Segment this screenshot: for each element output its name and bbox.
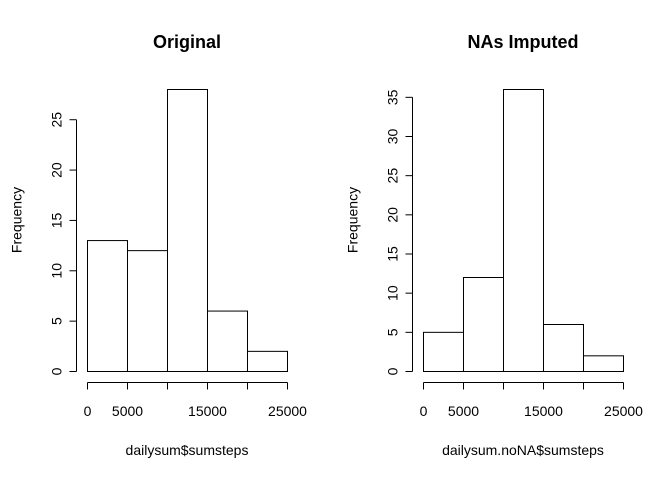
histogram-bar (463, 277, 504, 372)
y-tick-label: 15 (385, 246, 401, 262)
y-tick-label: 15 (49, 212, 65, 228)
panel-original: Original dailysum$sumsteps Frequency 0 50… (9, 32, 307, 458)
y-tick-label: 20 (49, 162, 65, 178)
histogram-bar (583, 355, 624, 373)
y-tick-label: 30 (385, 129, 401, 145)
y-tick-label: 5 (385, 328, 401, 336)
y-tick-label: 35 (385, 89, 401, 105)
histogram-bar (207, 310, 248, 373)
histogram-bar (543, 324, 584, 372)
x-tick-label: 25000 (268, 403, 307, 419)
histogram-bar (87, 240, 128, 372)
histogram-bar (423, 331, 464, 373)
x-tick-label: 0 (420, 403, 428, 419)
y-tick-label: 25 (49, 112, 65, 128)
x-tick-label: 5000 (448, 403, 479, 419)
x-tick-label: 0 (84, 403, 92, 419)
y-tick-label: 20 (385, 207, 401, 223)
x-tick-label: 5000 (112, 403, 143, 419)
panel-nas-imputed: NAs Imputed dailysum.noNA$sumsteps Frequ… (345, 32, 643, 458)
y-axis-label: Frequency (345, 187, 361, 253)
y-tick-label: 5 (49, 317, 65, 325)
chart-title: NAs Imputed (467, 32, 578, 52)
x-tick-label: 15000 (188, 403, 227, 419)
y-tick-label: 0 (385, 367, 401, 375)
y-tick-label: 25 (385, 168, 401, 184)
histogram-bar (167, 89, 208, 372)
x-tick-label: 25000 (604, 403, 643, 419)
chart-title: Original (153, 32, 221, 52)
y-tick-label: 10 (385, 285, 401, 301)
histogram-bar (247, 350, 288, 373)
x-axis-label: dailysum$sumsteps (126, 442, 249, 458)
x-tick-label: 15000 (524, 403, 563, 419)
histogram-bar (127, 250, 168, 372)
histogram-bar (503, 89, 544, 372)
y-tick-label: 0 (49, 367, 65, 375)
y-axis-label: Frequency (9, 187, 25, 253)
y-tick-label: 10 (49, 263, 65, 279)
x-axis-label: dailysum.noNA$sumsteps (442, 442, 604, 458)
